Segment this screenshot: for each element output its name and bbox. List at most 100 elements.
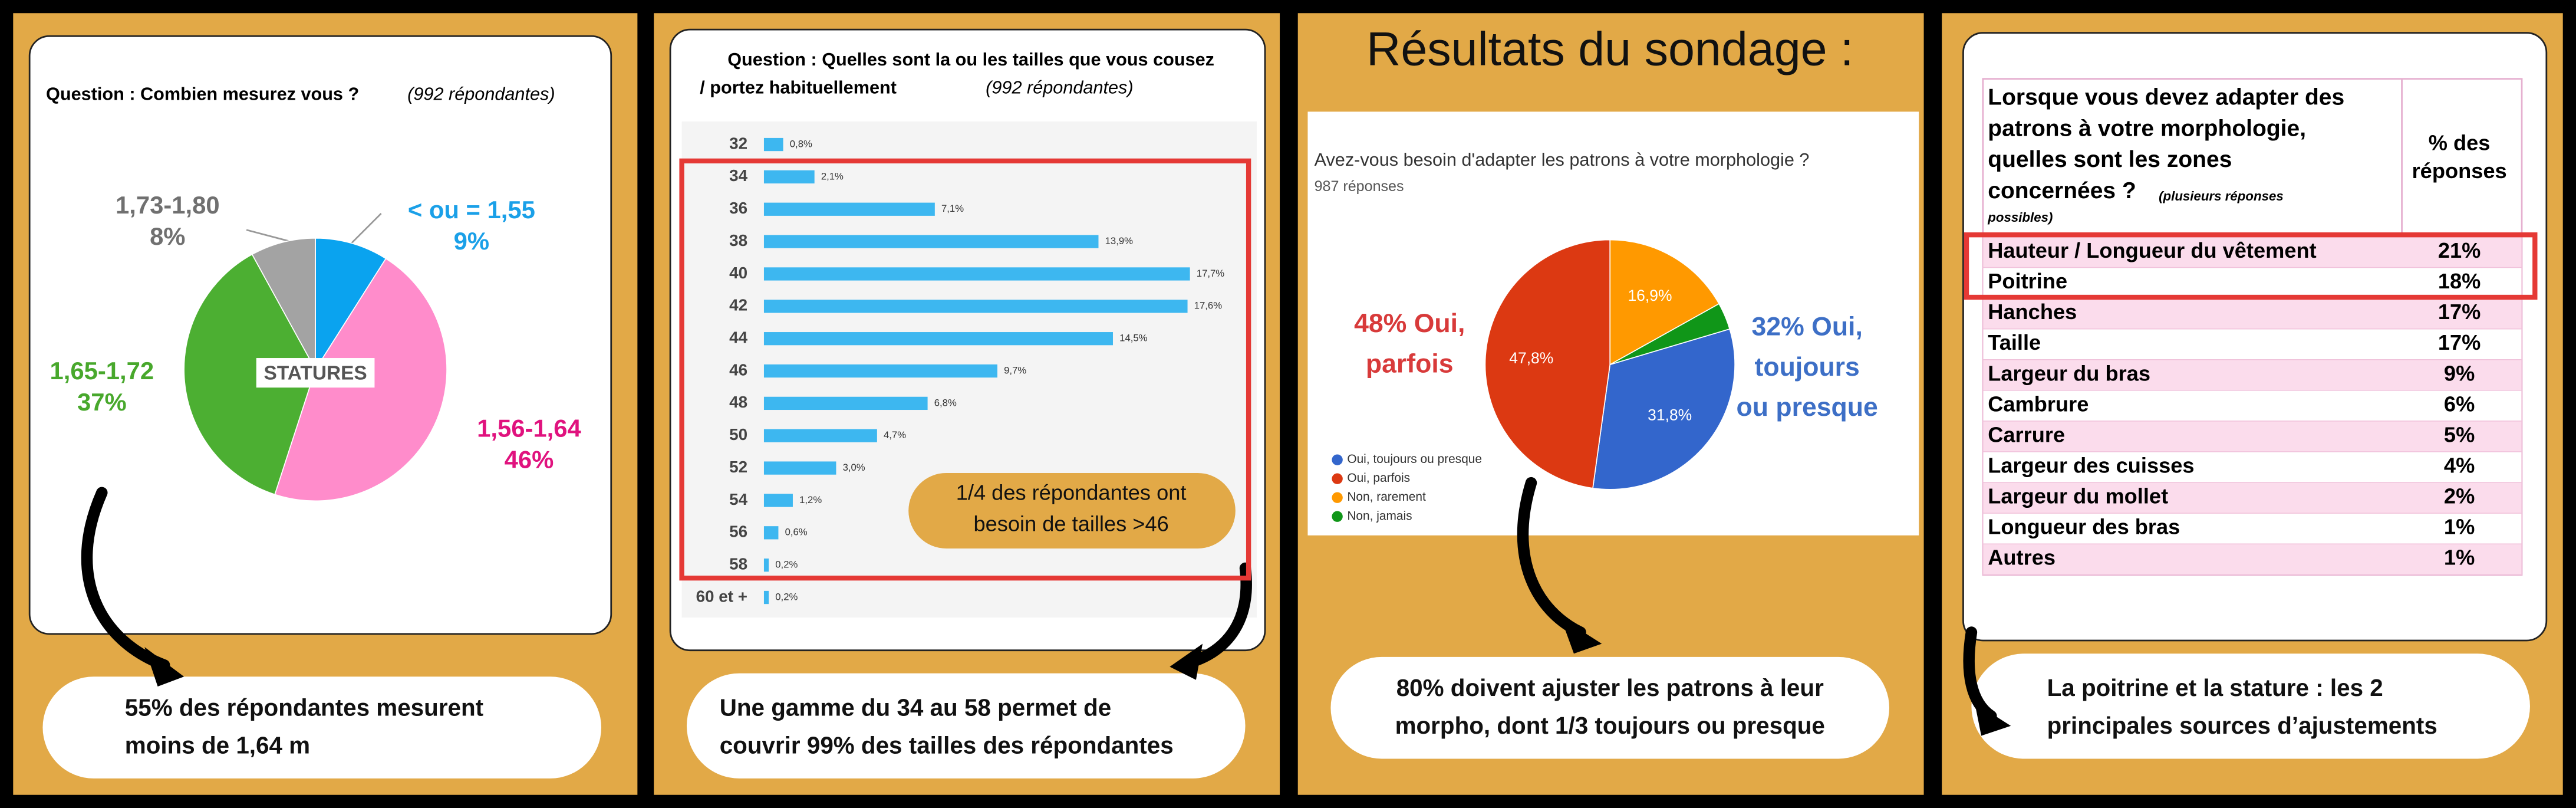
center-label-box (256, 358, 375, 388)
table-row (1982, 329, 2522, 360)
pie-value-label: 8% (150, 222, 185, 250)
arrow-head (1974, 702, 2011, 736)
table-cell: Hanches (1988, 300, 2077, 324)
value-label: 14,5% (1119, 333, 1148, 344)
arrow-head (1560, 617, 1602, 654)
table-header: quelles sont les zones (1988, 147, 2232, 172)
pie-label: 1,65-1,72 (50, 357, 154, 385)
y-tick-label: 34 (729, 166, 747, 185)
value-label: 2,1% (821, 170, 844, 182)
highlight-box (1964, 232, 2538, 300)
caption: morpho, dont 1/3 toujours ou presque (1395, 712, 1825, 739)
callout: ou presque (1737, 393, 1878, 422)
value-label: 0,6% (785, 527, 808, 538)
table-row (1982, 297, 2522, 330)
arrow-heads (144, 617, 2011, 736)
chart-title-note: (992 répondantes) (407, 84, 555, 104)
bar (763, 170, 815, 184)
caption: couvrir 99% des tailles des répondantes (720, 732, 1174, 759)
caption: La poitrine et la stature : les 2 (2047, 674, 2383, 701)
y-tick-label: 46 (729, 360, 747, 379)
table-cell: 2% (2444, 484, 2475, 508)
table-header-note: (plusieurs réponses (2159, 189, 2284, 203)
y-tick-label: 42 (729, 296, 747, 314)
table-cell: Hauteur / Longueur du vêtement (1988, 238, 2316, 262)
caption-box (686, 673, 1246, 779)
pie-slice (315, 237, 387, 372)
chart-title-note: (992 répondantes) (986, 77, 1133, 97)
bar (763, 494, 793, 507)
table-cell: 9% (2444, 361, 2475, 385)
bar (763, 202, 935, 216)
survey-title: Résultats du sondage : (1366, 22, 1854, 75)
chart-title: Question : Quelles sont la ou les taille… (727, 50, 1214, 70)
y-tick-label: 60 et + (696, 587, 748, 605)
callout: parfois (1366, 349, 1454, 378)
legend-label: Oui, toujours ou presque (1347, 452, 1482, 466)
legend-marker (1332, 492, 1343, 503)
callout: toujours (1755, 353, 1860, 382)
table-header: patrons à votre morphologie, (1988, 116, 2306, 141)
bar (763, 590, 769, 605)
pie-slice (1609, 239, 1720, 366)
chart-title: Avez-vous besoin d'adapter les patrons à… (1315, 150, 1810, 170)
caption-box (1971, 653, 2530, 759)
legend-label: Oui, parfois (1347, 471, 1410, 485)
value-label: 17,6% (1194, 300, 1223, 311)
table-cell: Autres (1988, 546, 2055, 570)
legend-marker (1332, 454, 1343, 465)
table-cell: Poitrine (1988, 269, 2067, 293)
value-label: 9,7% (1004, 364, 1026, 376)
y-tick-label: 58 (729, 555, 747, 573)
arrow-head (1170, 643, 1203, 680)
value-label: 6,8% (934, 397, 957, 408)
callout: 32% Oui, (1752, 313, 1863, 341)
table-cell: 17% (2438, 300, 2481, 324)
table-cell: 1% (2444, 546, 2475, 570)
bar (763, 429, 877, 442)
value-label: 13,9% (1105, 235, 1134, 247)
table-cell: 4% (2444, 453, 2475, 477)
y-tick-label: 50 (729, 425, 747, 444)
table-header: concernées ? (1988, 178, 2136, 203)
table-cell: 21% (2438, 238, 2481, 262)
table-row (1982, 482, 2522, 514)
annotation: 1/4 des répondantes ont (956, 481, 1187, 505)
y-tick-label: 56 (729, 523, 747, 541)
y-tick-label: 54 (729, 490, 747, 508)
y-tick-label: 32 (729, 134, 747, 152)
bar (763, 235, 1099, 248)
pie-value-label: 47,8% (1509, 349, 1553, 367)
table-cell: Carrure (1988, 422, 2065, 446)
chart-title: / portez habituellement (700, 77, 897, 97)
caption: Une gamme du 34 au 58 permet de (720, 694, 1111, 721)
pie-slice (251, 237, 316, 370)
value-label: 1,2% (799, 494, 822, 505)
callout: 48% Oui, (1354, 309, 1465, 338)
table-row (1982, 451, 2522, 483)
pie-value-label: 46% (505, 446, 554, 474)
bar (763, 396, 928, 410)
legend-marker (1332, 511, 1343, 522)
y-tick-label: 38 (729, 231, 747, 249)
chart-subtitle: 987 réponses (1315, 178, 1404, 195)
table-cell: Taille (1988, 330, 2041, 354)
table-row (1982, 421, 2522, 452)
legend-label: Non, jamais (1347, 509, 1412, 523)
table-cell: 17% (2438, 330, 2481, 354)
bar (763, 332, 1113, 346)
bar (763, 267, 1190, 281)
table-cell: Largeur du bras (1988, 361, 2150, 385)
table-cell: 6% (2444, 392, 2475, 416)
table-row (1982, 236, 2522, 268)
highlight-box (679, 158, 1251, 581)
pie-slice (1609, 303, 1731, 365)
chart-title: Question : Combien mesurez vous ? (46, 84, 359, 104)
caption: 80% doivent ajuster les patrons à leur (1396, 674, 1824, 701)
pie-label: 1,56-1,64 (477, 415, 581, 442)
bar (763, 559, 769, 572)
caption-box (42, 676, 602, 779)
caption-box (1330, 656, 1890, 759)
